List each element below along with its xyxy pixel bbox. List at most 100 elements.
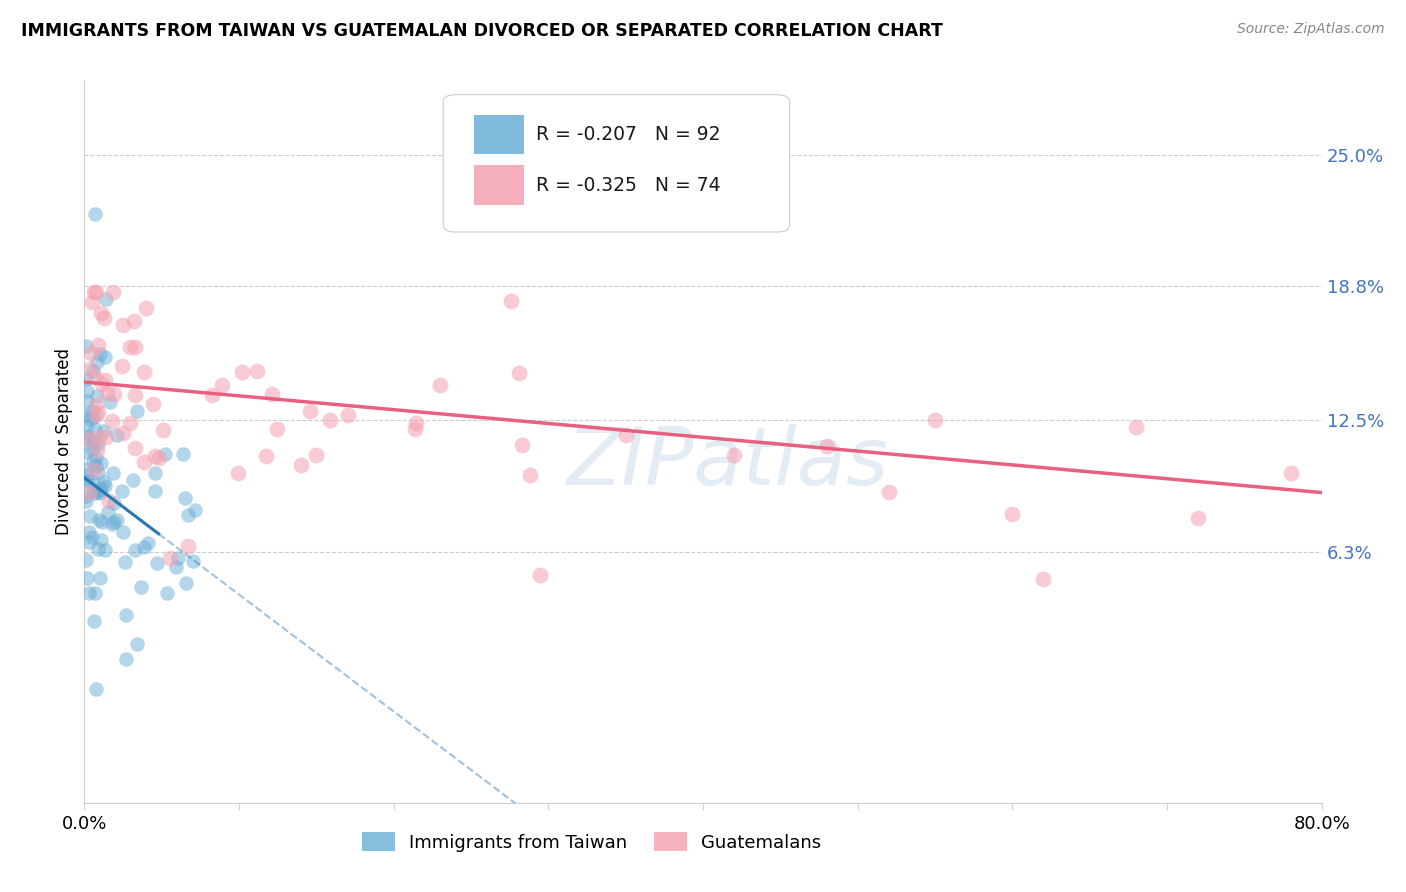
Point [246,364,269,378]
Point [76,429,98,443]
Point [1001,507,1024,521]
Bar [474,165,523,205]
Point [79,412,101,426]
Point [94,292,117,306]
Point [298,404,321,418]
Point [121,473,143,487]
Point [75,494,97,508]
Point [87,437,110,451]
Point [76,468,98,483]
Point [75,490,97,504]
Point [1032,572,1054,586]
Point [86,338,108,352]
Point [405,416,427,430]
Point [176,508,198,522]
Y-axis label: Divorced or Separated: Divorced or Separated [55,348,73,535]
Point [1279,467,1302,481]
Point [93,310,115,325]
Point [90,306,112,320]
Point [86,443,108,458]
Point [101,285,124,299]
Point [124,340,146,354]
Point [519,467,541,482]
Point [98,395,121,409]
Point [142,397,165,411]
Point [177,539,200,553]
Point [82,364,104,378]
Point [84,408,107,422]
Legend: Immigrants from Taiwan, Guatemalans: Immigrants from Taiwan, Guatemalans [354,825,828,859]
Point [404,422,426,436]
Point [184,503,207,517]
Point [87,541,110,556]
Point [87,430,110,444]
Point [84,207,107,221]
Point [89,483,111,498]
Point [132,541,155,555]
Point [77,433,100,447]
Point [93,425,115,439]
Point [79,361,101,376]
Point [132,365,155,379]
Point [111,484,134,499]
Point [148,450,170,465]
Point [124,314,146,328]
Point [83,421,105,435]
Point [124,388,146,402]
Point [86,485,108,500]
Point [156,586,179,600]
Point [101,516,124,531]
Point [75,408,97,422]
Point [266,421,288,435]
Point [101,414,124,428]
Point [76,444,98,458]
Point [80,345,103,359]
Point [84,681,107,696]
Point [181,554,204,568]
Point [111,359,134,373]
Point [125,403,148,417]
Point [254,450,277,464]
Point [89,347,111,361]
Bar [474,114,523,154]
Point [98,493,121,508]
Point [79,509,101,524]
Point [145,484,167,499]
FancyBboxPatch shape [443,95,790,232]
Point [135,301,157,316]
Point [118,416,141,430]
Point [83,463,105,477]
Point [508,366,530,380]
Point [82,454,104,468]
Point [429,378,451,392]
Point [337,408,360,422]
Point [112,524,135,539]
Point [166,560,188,574]
Point [614,428,637,442]
Point [723,448,745,462]
Point [89,486,111,500]
Point [83,370,105,384]
Point [1125,420,1147,434]
Point [114,607,136,622]
Point [83,614,105,628]
Point [87,513,110,527]
Point [94,543,117,558]
Point [111,426,134,441]
Point [96,429,118,443]
Point [877,485,900,500]
Point [103,515,125,529]
Point [90,481,112,495]
Point [80,295,103,310]
Point [82,530,104,544]
Point [529,568,551,582]
Point [80,442,103,456]
Point [124,441,146,455]
Point [77,586,100,600]
Point [87,405,110,419]
Point [82,409,104,424]
Point [93,475,115,489]
Point [84,450,107,465]
Point [105,427,128,442]
Text: ZIPatlas: ZIPatlas [567,425,889,502]
